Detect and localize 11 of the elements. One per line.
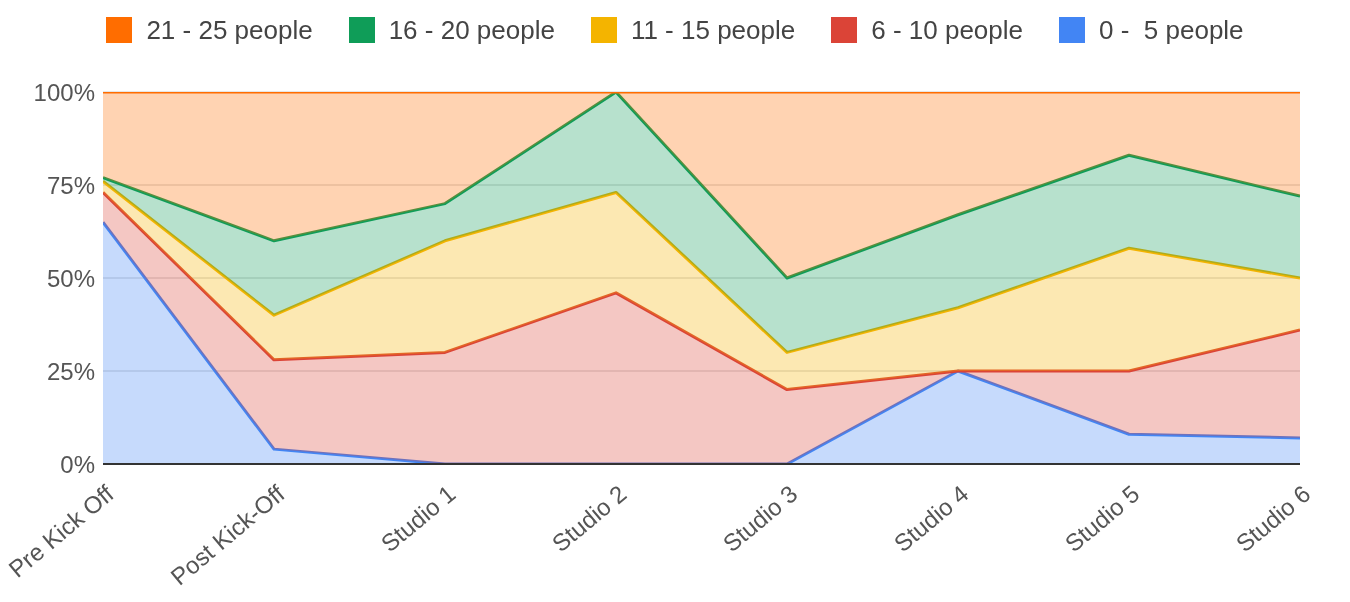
y-tick-label: 100% <box>33 78 95 106</box>
legend-label: 11 - 15 people <box>630 14 796 46</box>
legend-label: 0 - 5 people <box>1099 14 1244 46</box>
y-tick-label: 50% <box>46 264 95 292</box>
legend-label: 16 - 20 people <box>388 14 555 46</box>
y-tick-label: 0% <box>60 450 95 478</box>
y-tick-label: 75% <box>46 171 95 199</box>
legend-label: 21 - 25 people <box>146 14 313 46</box>
legend-label: 6 - 10 people <box>871 14 1024 46</box>
y-tick-label: 25% <box>46 357 95 385</box>
x-tick-label: Pre Kick Off <box>3 479 119 583</box>
